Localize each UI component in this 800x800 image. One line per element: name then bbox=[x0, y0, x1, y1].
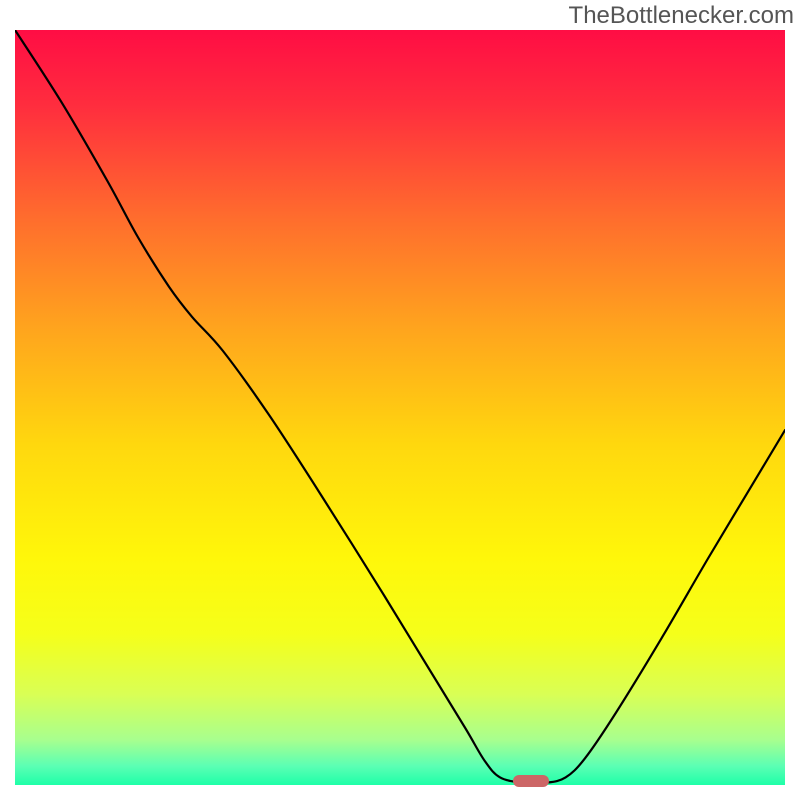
performance-curve bbox=[15, 30, 785, 783]
plot-area bbox=[15, 30, 785, 785]
chart-container: TheBottlenecker.com bbox=[0, 0, 800, 800]
curve-layer bbox=[15, 30, 785, 785]
optimum-marker bbox=[513, 775, 548, 787]
watermark-text: TheBottlenecker.com bbox=[569, 2, 794, 30]
